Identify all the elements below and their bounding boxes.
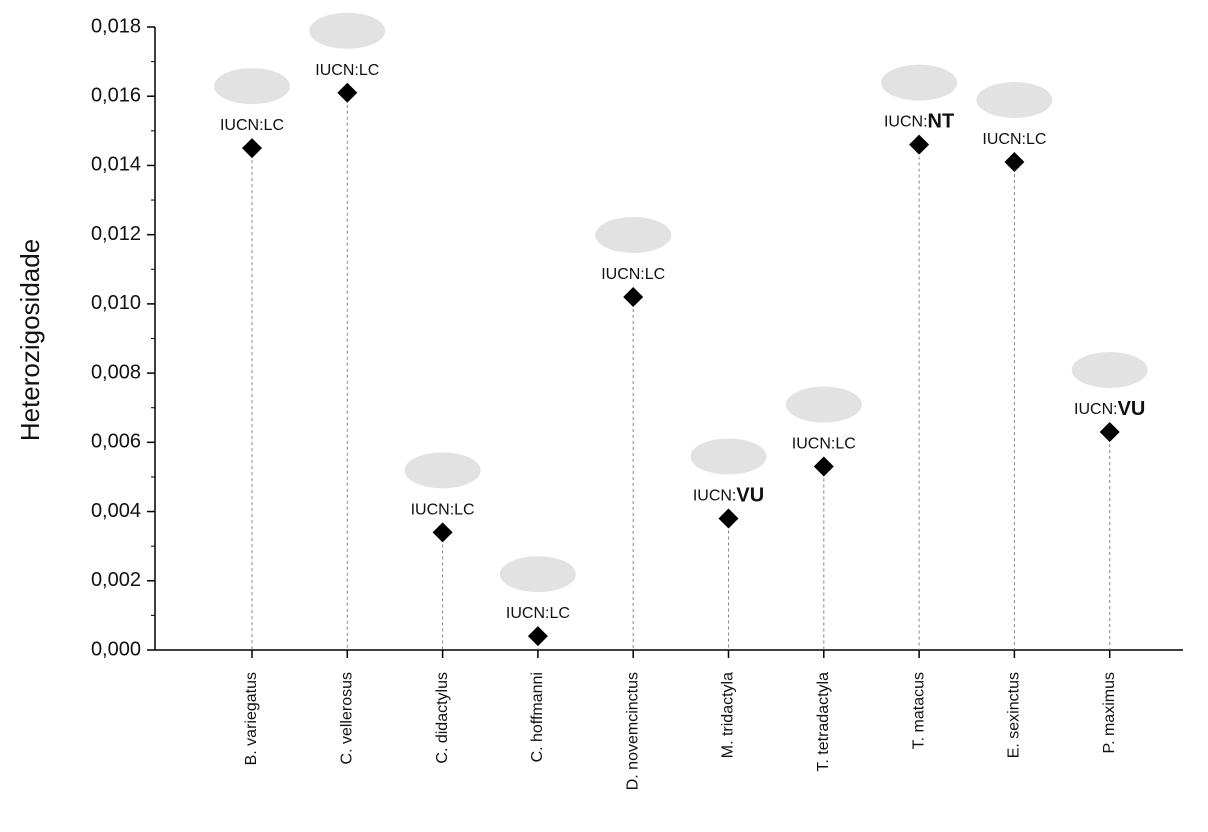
iucn-label: IUCN:VU bbox=[1074, 398, 1145, 420]
x-tick-label: C. hoffmanni bbox=[529, 672, 546, 762]
y-tick-label: 0,002 bbox=[91, 569, 141, 591]
iucn-status: LC bbox=[549, 605, 569, 622]
iucn-status: NT bbox=[928, 111, 955, 133]
iucn-label: IUCN:LC bbox=[411, 502, 475, 519]
x-tick-label: E. sexinctus bbox=[1006, 672, 1023, 758]
y-axis-title: Heterozigosidade bbox=[15, 239, 45, 441]
iucn-prefix: IUCN: bbox=[884, 114, 928, 131]
y-tick-label: 0,006 bbox=[91, 431, 141, 453]
iucn-label: IUCN:LC bbox=[315, 62, 379, 79]
animal-illustration bbox=[881, 65, 957, 101]
iucn-status: VU bbox=[1118, 398, 1146, 420]
data-point bbox=[242, 138, 262, 158]
data-point bbox=[909, 135, 929, 155]
y-tick-label: 0,004 bbox=[91, 500, 141, 522]
iucn-prefix: IUCN: bbox=[506, 605, 550, 622]
x-tick-label: M. tridactyla bbox=[720, 672, 737, 758]
iucn-label: IUCN:LC bbox=[506, 605, 570, 622]
animal-illustration bbox=[786, 387, 862, 423]
data-point bbox=[1004, 152, 1024, 172]
y-tick-label: 0,016 bbox=[91, 85, 141, 107]
data-point bbox=[433, 522, 453, 542]
iucn-status: LC bbox=[264, 117, 284, 134]
animal-illustration bbox=[1072, 352, 1148, 388]
y-tick-label: 0,018 bbox=[91, 15, 141, 37]
iucn-prefix: IUCN: bbox=[1074, 401, 1118, 418]
iucn-prefix: IUCN: bbox=[411, 502, 455, 519]
iucn-status: LC bbox=[359, 62, 379, 79]
data-point bbox=[623, 287, 643, 307]
animal-illustration bbox=[595, 217, 671, 253]
x-tick-label: C. didactylus bbox=[434, 672, 451, 764]
data-point bbox=[528, 626, 548, 646]
iucn-prefix: IUCN: bbox=[982, 131, 1026, 148]
y-tick-label: 0,008 bbox=[91, 361, 141, 383]
iucn-status: VU bbox=[736, 485, 764, 507]
iucn-label: IUCN:LC bbox=[982, 131, 1046, 148]
animal-illustration bbox=[976, 82, 1052, 118]
x-tick-label: T. matacus bbox=[910, 672, 927, 749]
animal-illustration bbox=[405, 452, 481, 488]
iucn-label: IUCN:VU bbox=[693, 485, 764, 507]
iucn-prefix: IUCN: bbox=[601, 266, 645, 283]
x-tick-label: P. maximus bbox=[1101, 672, 1118, 754]
iucn-label: IUCN:NT bbox=[884, 111, 954, 133]
x-tick-label: C. vellerosus bbox=[339, 672, 356, 764]
y-tick-label: 0,012 bbox=[91, 223, 141, 245]
iucn-prefix: IUCN: bbox=[315, 62, 359, 79]
y-tick-label: 0,000 bbox=[91, 638, 141, 660]
iucn-prefix: IUCN: bbox=[792, 436, 836, 453]
iucn-label: IUCN:LC bbox=[792, 436, 856, 453]
data-point bbox=[1100, 422, 1120, 442]
data-point bbox=[337, 83, 357, 103]
y-tick-label: 0,010 bbox=[91, 292, 141, 314]
x-tick-label: D. novemcinctus bbox=[624, 672, 641, 790]
chart: Heterozigosidade 0,000 0,002 0,004 0,006 0,0… bbox=[0, 0, 1208, 832]
animal-illustration bbox=[500, 556, 576, 592]
iucn-status: LC bbox=[645, 266, 665, 283]
animal-illustration bbox=[691, 438, 767, 474]
data-point bbox=[814, 457, 834, 477]
iucn-label: IUCN:LC bbox=[220, 117, 284, 134]
x-tick-label: T. tetradactyla bbox=[815, 672, 832, 772]
iucn-status: LC bbox=[835, 436, 855, 453]
x-tick-label: B. variegatus bbox=[243, 672, 260, 765]
data-point bbox=[719, 508, 739, 528]
iucn-prefix: IUCN: bbox=[220, 117, 264, 134]
iucn-status: LC bbox=[454, 502, 474, 519]
iucn-label: IUCN:LC bbox=[601, 266, 665, 283]
iucn-prefix: IUCN: bbox=[693, 488, 737, 505]
iucn-status: LC bbox=[1026, 131, 1046, 148]
animal-illustration bbox=[309, 13, 385, 49]
y-tick-label: 0,014 bbox=[91, 154, 141, 176]
animal-illustration bbox=[214, 68, 290, 104]
